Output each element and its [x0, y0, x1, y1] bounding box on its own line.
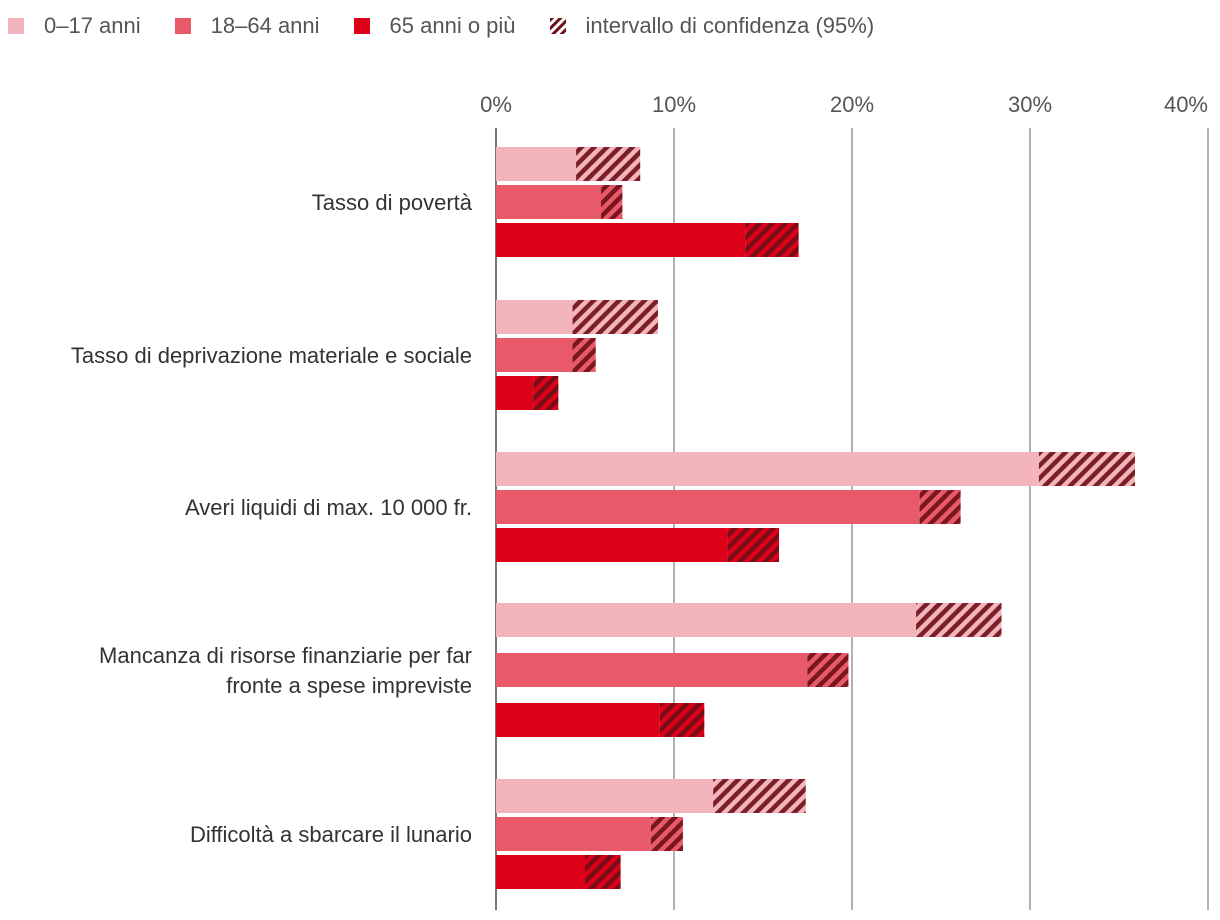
category-label-1: Tasso di povertà — [312, 190, 473, 215]
legend-item-65-plus: 65 anni o più — [353, 13, 516, 39]
legend-label-65-plus: 65 anni o più — [389, 13, 516, 38]
legend-swatch-confidence-interval — [549, 18, 566, 34]
category-labels: Tasso di povertà Tasso di deprivazione ma… — [71, 190, 473, 847]
bar-5-series-3 — [496, 855, 585, 889]
bar-1-series-3 — [496, 223, 746, 257]
ci-hatch-3-series-2 — [919, 490, 961, 524]
ci-hatch-2-series-2 — [572, 338, 596, 372]
bar-5-series-1 — [496, 779, 714, 813]
category-label-4-line-2: fronte a spese impreviste — [226, 673, 472, 698]
category-label-5: Difficoltà a sbarcare il lunario — [190, 822, 472, 847]
x-tick-label-10: 10% — [652, 92, 696, 117]
ci-hatch-4-series-1 — [916, 603, 1002, 637]
legend-swatch-18-64 — [174, 18, 191, 34]
ci-hatch-5-series-1 — [713, 779, 806, 813]
x-tick-label-30: 30% — [1008, 92, 1052, 117]
bar-4-series-2 — [496, 653, 808, 687]
ci-hatch-1-series-2 — [601, 185, 623, 219]
ci-hatch-1-series-3 — [745, 223, 799, 257]
bar-5-series-2 — [496, 817, 651, 851]
bar-2-series-3 — [496, 376, 534, 410]
legend-swatch-65-plus — [353, 18, 370, 34]
ci-hatch-4-series-3 — [659, 703, 705, 737]
x-tick-label-20: 20% — [830, 92, 874, 117]
legend-item-0-17: 0–17 anni — [8, 13, 141, 39]
ci-hatch-4-series-2 — [807, 653, 849, 687]
legend: 0–17 anni 18–64 anni 65 anni o più inter… — [8, 10, 908, 42]
legend-label-confidence-interval: intervallo di confidenza (95%) — [585, 13, 875, 38]
bar-3-series-3 — [496, 528, 728, 562]
ci-hatch-5-series-3 — [585, 855, 621, 889]
category-label-3: Averi liquidi di max. 10 000 fr. — [185, 495, 472, 520]
bar-2-series-2 — [496, 338, 573, 372]
category-label-4-line-1: Mancanza di risorse finanziarie per far — [99, 643, 472, 668]
bar-3-series-1 — [496, 452, 1039, 486]
bars — [496, 147, 1136, 889]
legend-item-confidence-interval: intervallo di confidenza (95%) — [549, 13, 875, 39]
bar-1-series-1 — [496, 147, 577, 181]
legend-label-18-64: 18–64 anni — [210, 13, 320, 38]
ci-hatch-3-series-1 — [1038, 452, 1136, 486]
ci-hatch-1-series-1 — [576, 147, 641, 181]
bar-1-series-2 — [496, 185, 602, 219]
ci-hatch-3-series-3 — [727, 528, 780, 562]
ci-hatch-2-series-1 — [572, 300, 658, 334]
category-label-2: Tasso di deprivazione materiale e social… — [71, 343, 472, 368]
legend-label-0-17: 0–17 anni — [44, 13, 141, 38]
bar-4-series-3 — [496, 703, 660, 737]
x-tick-label-40: 40% — [1164, 92, 1208, 117]
bar-2-series-1 — [496, 300, 573, 334]
legend-swatch-0-17 — [8, 18, 24, 34]
bar-4-series-1 — [496, 603, 917, 637]
legend-item-18-64: 18–64 anni — [174, 13, 320, 39]
bar-3-series-2 — [496, 490, 920, 524]
x-axis-ticks: 0% 10% 20% 30% 40% — [480, 92, 1208, 117]
ci-hatch-5-series-2 — [650, 817, 683, 851]
x-tick-label-0: 0% — [480, 92, 512, 117]
ci-hatch-2-series-3 — [533, 376, 559, 410]
